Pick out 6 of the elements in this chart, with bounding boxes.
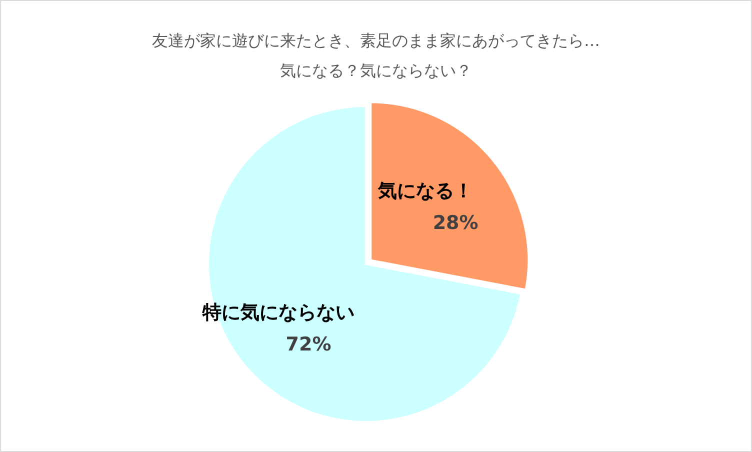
slice-label: 特に気にならない <box>202 301 355 324</box>
chart-title: 友達が家に遊びに来たとき、素足のまま家にあがってきたら… <box>152 31 600 50</box>
slice-label: 気になる！ <box>377 180 474 202</box>
chart-subtitle: 気になる？気にならない？ <box>280 61 472 80</box>
data-label: 72% <box>286 333 332 356</box>
data-label: 28% <box>432 212 478 234</box>
